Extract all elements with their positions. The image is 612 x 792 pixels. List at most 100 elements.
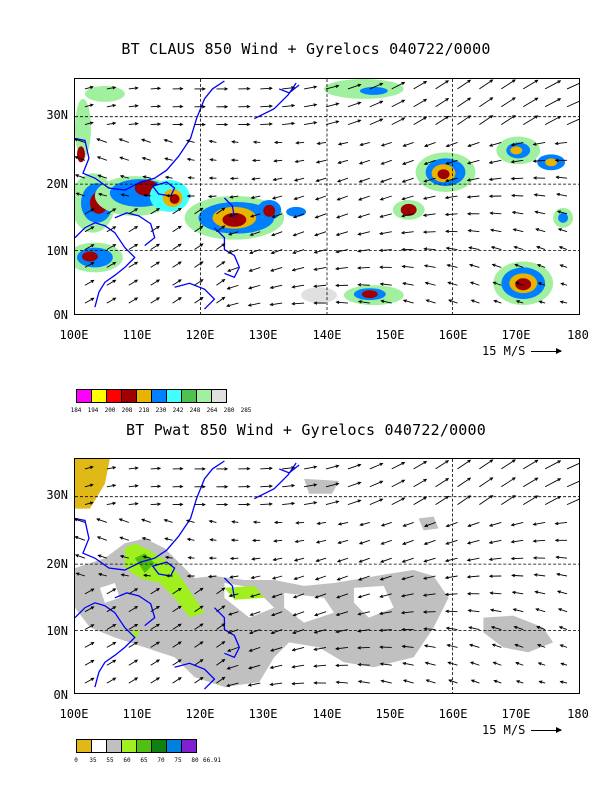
colorbar-swatch: [106, 389, 122, 403]
wind-arrow: [489, 539, 502, 544]
wind-arrow-head: [423, 98, 428, 103]
wind-arrow-head: [134, 86, 139, 90]
wind-arrow: [516, 680, 524, 684]
x-label-100e: 100E: [59, 707, 89, 721]
wind-arrow: [164, 519, 173, 523]
y-label-10n: 10N: [46, 624, 68, 638]
colorbar-swatch: [211, 389, 227, 403]
wind-arrow: [358, 266, 370, 269]
wind-arrow: [338, 522, 349, 525]
wind-arrow: [556, 176, 568, 179]
wind-arrow-head: [335, 629, 340, 634]
x-label-160e: 160E: [438, 707, 468, 721]
wind-arrow-head: [227, 612, 232, 616]
wind-arrow-head: [221, 261, 226, 265]
wind-arrow-head: [466, 161, 471, 165]
wind-arrow: [336, 681, 348, 684]
wind-arrow: [84, 588, 94, 595]
wind-arrow: [424, 628, 436, 630]
wind-arrow: [150, 297, 160, 304]
wind-arrow-head: [357, 595, 362, 599]
wind-arrow: [128, 244, 138, 250]
wind-scale: 15 M/S: [482, 344, 563, 358]
wind-arrow: [270, 302, 283, 306]
wind-arrow: [501, 79, 516, 90]
wind-arrow: [511, 557, 524, 560]
wind-arrow-head: [468, 246, 473, 250]
wind-arrow: [227, 266, 239, 272]
colorbar-label: 200: [104, 407, 116, 414]
wind-arrow: [84, 262, 94, 268]
wind-arrow: [501, 97, 516, 108]
wind-arrow-head: [75, 156, 79, 160]
wind-arrow-head: [75, 536, 79, 540]
wind-arrow-head: [112, 588, 117, 592]
wind-arrow-head: [112, 466, 117, 470]
wind-arrow-head: [555, 175, 560, 180]
wind-arrow-head: [401, 644, 406, 649]
wind-arrow-head: [511, 115, 516, 119]
wind-arrow: [271, 611, 283, 616]
wind-arrow-head: [401, 117, 406, 121]
wind-arrow: [424, 645, 436, 648]
wind-arrow-head: [269, 665, 274, 669]
wind-arrow: [75, 554, 86, 559]
wind-arrow-head: [515, 680, 520, 684]
wind-arrow-head: [199, 261, 204, 265]
wind-arrow: [84, 208, 94, 215]
wind-arrow: [489, 159, 502, 164]
wind-arrow: [150, 279, 160, 286]
wind-arrow: [379, 629, 392, 631]
wind-arrow-head: [336, 215, 341, 219]
wind-arrow: [457, 97, 471, 108]
wind-arrow: [534, 194, 546, 197]
wind-arrow-head: [315, 178, 320, 183]
wind-arrow: [98, 193, 107, 197]
y-label-30n: 30N: [46, 488, 68, 502]
wind-arrow: [336, 213, 349, 219]
wind-arrow: [401, 593, 414, 597]
wind-arrow: [249, 266, 261, 272]
wind-arrow-head: [294, 539, 299, 544]
wind-arrow: [338, 159, 349, 164]
wind-arrow-head: [357, 612, 362, 616]
wind-arrow-head: [535, 608, 540, 612]
wind-arrow-head: [444, 592, 449, 597]
wind-arrow-head: [90, 588, 95, 592]
wind-arrow-head: [112, 279, 117, 283]
wind-arrow: [292, 284, 305, 288]
wind-arrow-head: [357, 266, 361, 270]
wind-arrow-head: [445, 609, 450, 614]
wind-arrow: [535, 591, 546, 595]
wind-arrow: [228, 249, 239, 254]
wind-arrow-head: [378, 231, 383, 236]
wind-arrow: [227, 646, 239, 652]
wind-arrow: [84, 280, 94, 286]
wind-arrow-head: [270, 612, 275, 617]
wind-arrow: [232, 521, 239, 523]
wind-arrow: [172, 297, 182, 304]
wind-arrow-head: [221, 641, 226, 645]
wind-arrow-head: [143, 193, 148, 198]
y-label-0n: 0N: [53, 308, 68, 322]
wind-arrow-head: [313, 630, 318, 634]
wind-arrow-head: [400, 231, 405, 235]
wind-arrow: [296, 522, 305, 524]
wind-arrow-head: [357, 680, 362, 684]
wind-arrow: [216, 279, 225, 286]
wind-arrow: [216, 677, 225, 684]
wind-arrow: [144, 574, 151, 577]
wind-arrow: [252, 177, 261, 180]
wind-arrow-head: [358, 577, 363, 581]
wind-arrow: [347, 464, 361, 470]
wind-arrow: [96, 518, 108, 523]
wind-arrow: [84, 297, 94, 304]
wind-arrow-head: [379, 559, 384, 563]
colorbar-label: 194: [87, 407, 99, 414]
wind-arrow: [403, 142, 414, 147]
wind-arrow: [216, 659, 225, 666]
wind-arrow: [250, 593, 261, 598]
wind-arrow: [282, 467, 295, 470]
wind-arrow-head: [511, 193, 516, 198]
wind-arrow: [228, 629, 239, 634]
